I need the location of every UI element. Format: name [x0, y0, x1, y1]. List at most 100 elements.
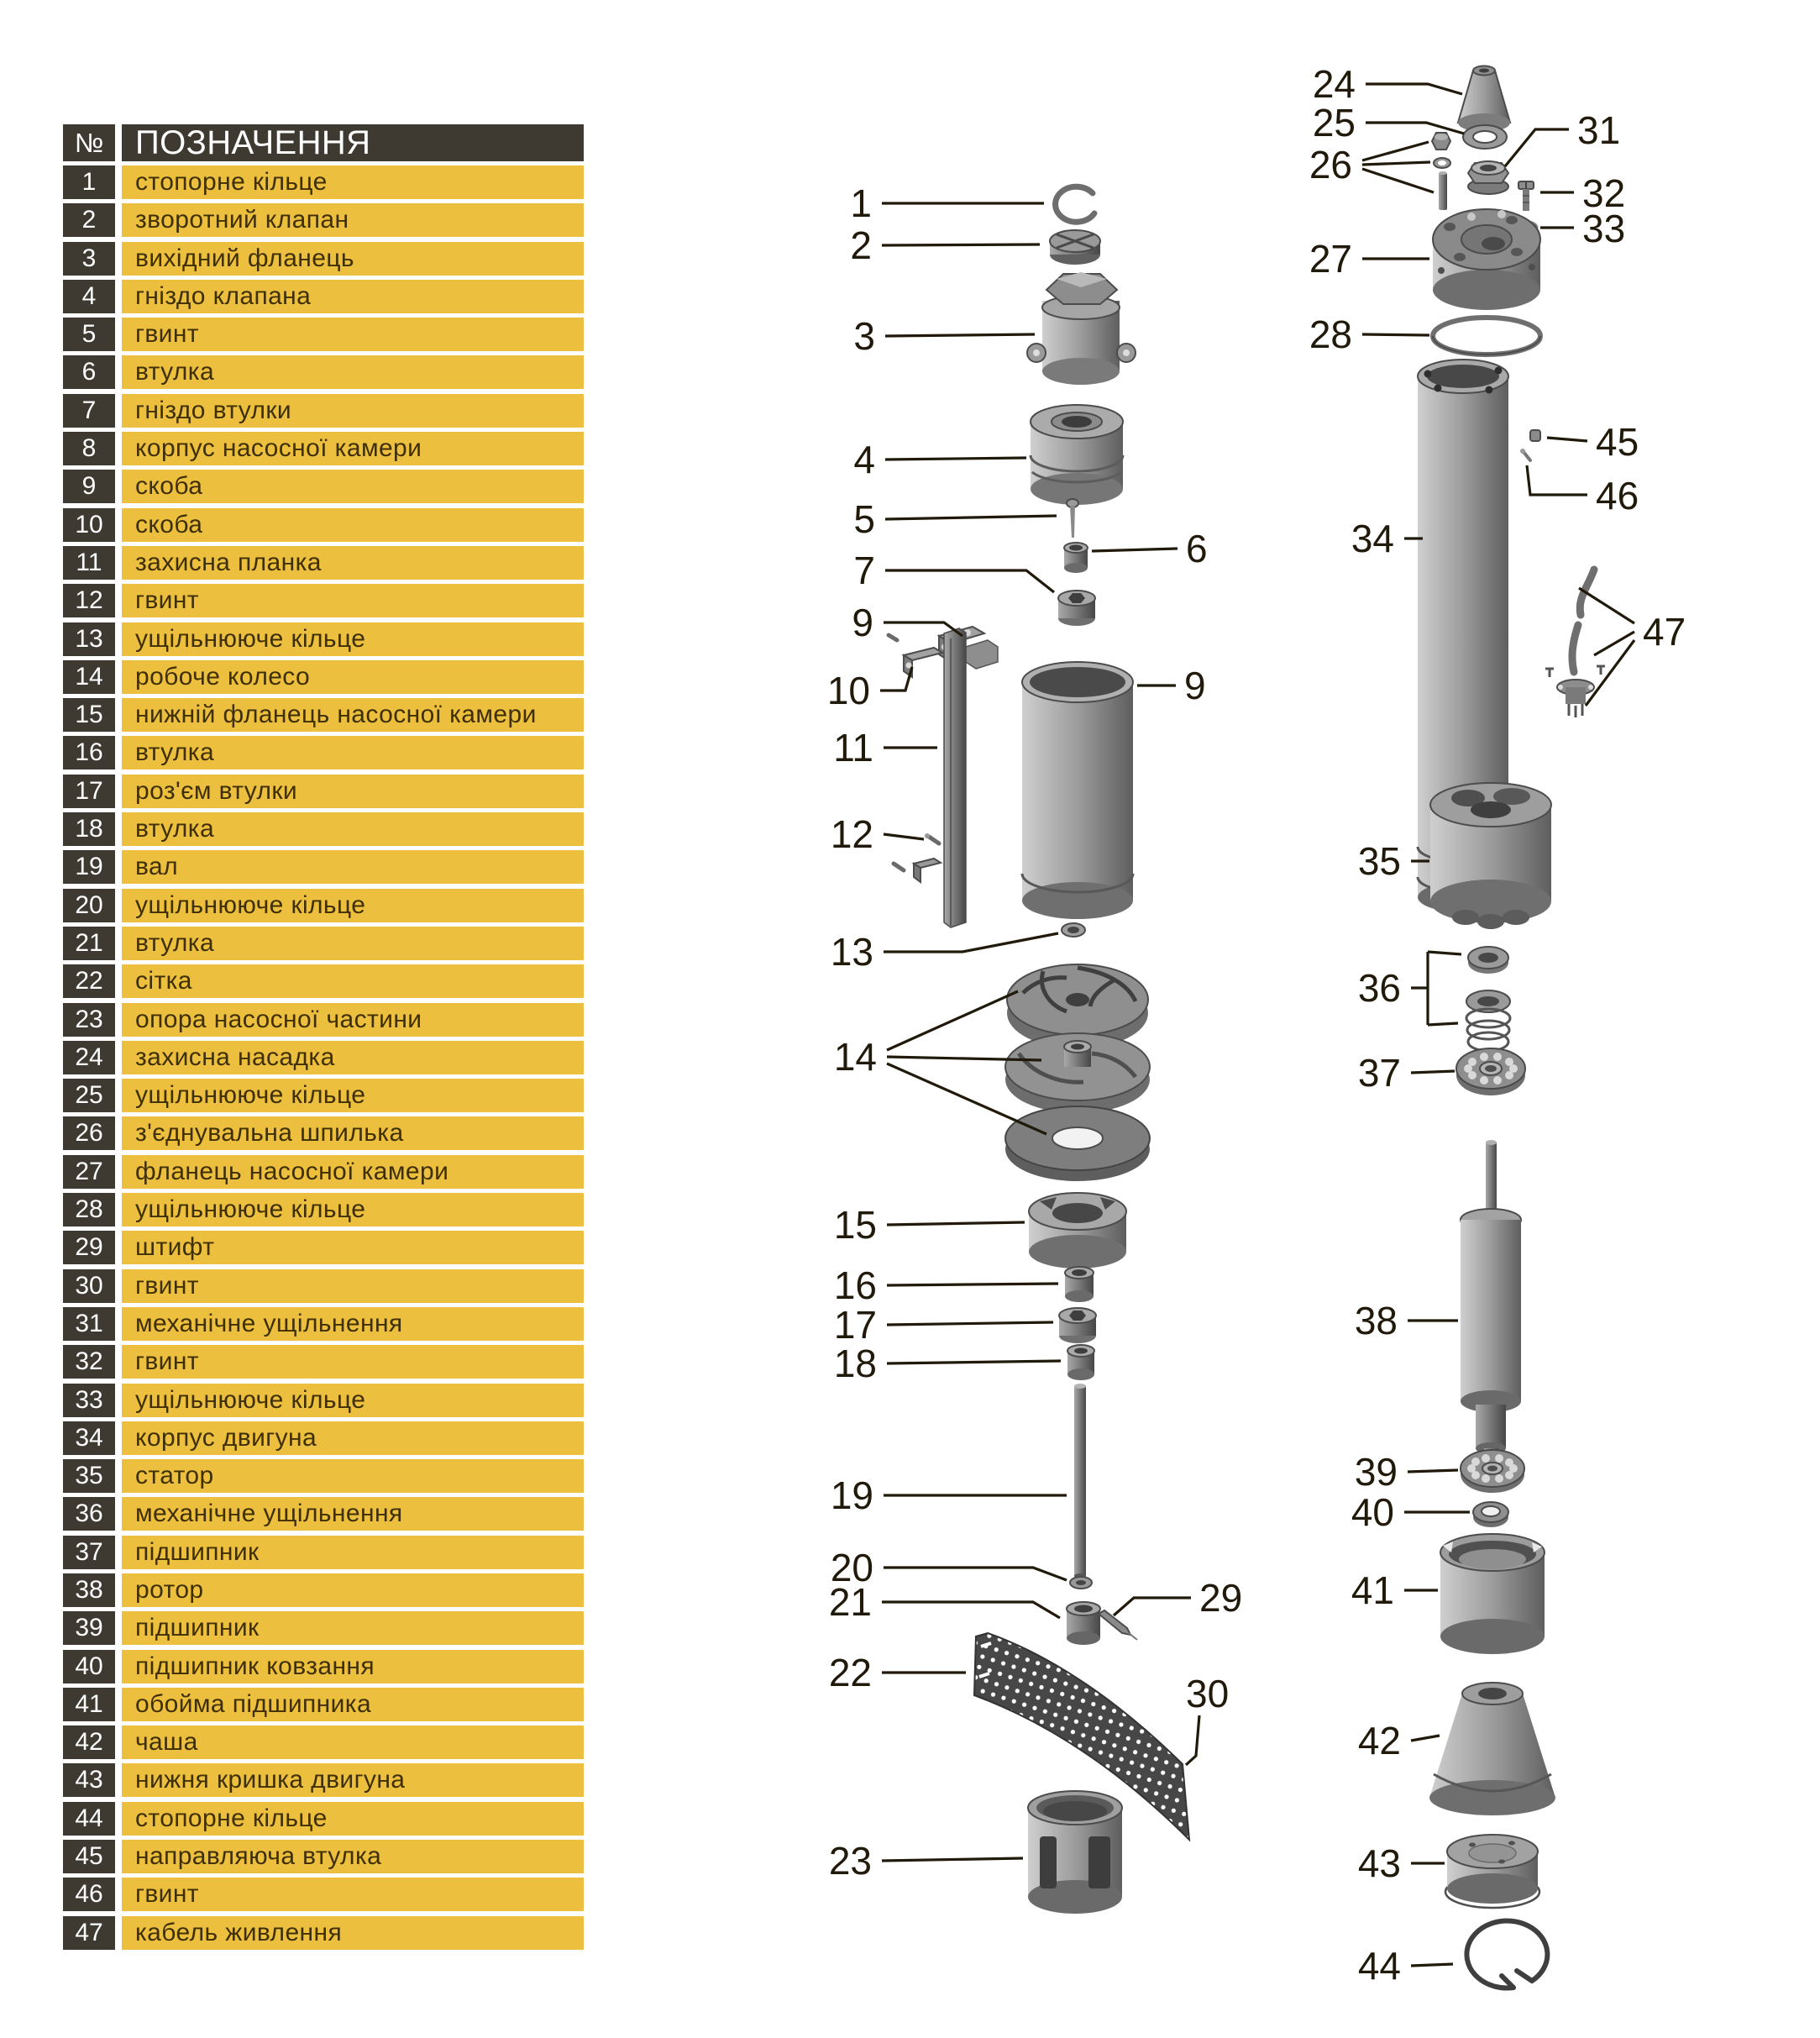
callout-label-35: 35 — [1358, 839, 1401, 883]
row-number: 40 — [63, 1649, 115, 1683]
callout-leader-47 — [1584, 639, 1636, 706]
callout-leader-29 — [1112, 1596, 1191, 1617]
part-42-cup — [1429, 1682, 1555, 1815]
callout-leader-37 — [1410, 1069, 1455, 1074]
callout-label-41: 41 — [1351, 1568, 1394, 1612]
row-part-name: фланець насосної камери — [122, 1154, 584, 1189]
callout-leader-4 — [884, 456, 1027, 461]
row-part-name: гніздо клапана — [122, 279, 584, 313]
row-part-name: з'єднувальна шпилька — [122, 1116, 584, 1151]
row-part-name: корпус двигуна — [122, 1421, 584, 1455]
row-part-name: гвинт — [122, 1268, 584, 1303]
callout-leader-14 — [886, 1062, 1047, 1136]
callout-label-42: 42 — [1358, 1719, 1401, 1762]
callout-leader-18 — [886, 1359, 1062, 1365]
part-39-bearing — [1460, 1449, 1525, 1493]
row-number: 10 — [63, 507, 115, 542]
row-part-name: зворотний клапан — [122, 203, 584, 238]
table-row: 26 з'єднувальна шпилька — [63, 1116, 585, 1151]
callout-label-18: 18 — [834, 1342, 877, 1385]
table-row: 16 втулка — [63, 736, 585, 770]
row-number: 41 — [63, 1687, 115, 1721]
row-part-name: обойма підшипника — [122, 1687, 584, 1721]
row-part-name: ущільнююче кільце — [122, 622, 584, 656]
row-number: 39 — [63, 1611, 115, 1646]
row-number: 8 — [63, 432, 115, 466]
row-part-name: втулка — [122, 926, 584, 960]
callout-label-5: 5 — [853, 497, 875, 541]
part-44-snap-ring — [1464, 1918, 1550, 1991]
table-row: 45 направляюча втулка — [63, 1840, 585, 1874]
part-36-mechanical-seal — [1465, 946, 1512, 1053]
callout-label-12: 12 — [831, 812, 873, 856]
row-number: 31 — [63, 1306, 115, 1341]
callout-leader-44 — [1410, 1962, 1454, 1967]
callout-leader-26 — [1361, 140, 1429, 162]
part-10-clamp — [901, 646, 945, 679]
callout-leader-9a — [884, 621, 963, 638]
part-23-pump-support — [1027, 1790, 1123, 1914]
part-19-shaft — [1074, 1384, 1086, 1578]
table-row: 25 ущільнююче кільце — [63, 1079, 585, 1113]
part-31-mechanical-seal-nut — [1466, 160, 1510, 195]
table-row: 34 корпус двигуна — [63, 1421, 585, 1455]
part-46-screw — [1520, 449, 1532, 462]
table-row: 3 вихідний фланець — [63, 241, 585, 276]
table-row: 33 ущільнююче кільце — [63, 1383, 585, 1417]
row-number: 16 — [63, 736, 115, 770]
table-row: 5 гвинт — [63, 318, 585, 352]
row-number: 14 — [63, 659, 115, 694]
callout-label-11: 11 — [833, 726, 873, 770]
table-row: 18 втулка — [63, 812, 585, 847]
row-part-name: скоба — [122, 470, 584, 504]
table-row: 35 статор — [63, 1459, 585, 1494]
callout-leader-30 — [1184, 1715, 1201, 1767]
row-number: 33 — [63, 1383, 115, 1417]
callout-leader-26 — [1361, 160, 1431, 166]
row-part-name: нижня кришка двигуна — [122, 1763, 584, 1798]
table-row: 27 фланець насосної камери — [63, 1154, 585, 1189]
row-number: 19 — [63, 850, 115, 885]
row-number: 36 — [63, 1497, 115, 1531]
row-part-name: механічне ущільнення — [122, 1306, 584, 1341]
row-number: 37 — [63, 1535, 115, 1569]
row-number: 22 — [63, 964, 115, 999]
row-number: 38 — [63, 1573, 115, 1607]
row-number: 45 — [63, 1840, 115, 1874]
row-part-name: втулка — [122, 355, 584, 390]
row-number: 32 — [63, 1345, 115, 1379]
table-row: 6 втулка — [63, 355, 585, 390]
table-row: 41 обойма підшипника — [63, 1687, 585, 1721]
motor-assembly — [1416, 65, 1605, 1991]
part-43-lower-motor-cover — [1444, 1834, 1541, 1909]
row-part-name: підшипник ковзання — [122, 1649, 584, 1683]
row-number: 46 — [63, 1878, 115, 1912]
table-row: 38 ротор — [63, 1573, 585, 1607]
parts-table: № ПОЗНАЧЕННЯ 1 стопорне кільце 2 зворотний … — [63, 124, 585, 1954]
row-part-name: чаша — [122, 1725, 584, 1760]
header-name-cell: ПОЗНАЧЕННЯ — [122, 124, 584, 161]
callout-label-46: 46 — [1596, 474, 1639, 517]
row-part-name: нижній фланець насосної камери — [122, 698, 584, 733]
table-row: 2 зворотний клапан — [63, 203, 585, 238]
part-27-pump-chamber-flange — [1432, 208, 1541, 310]
row-number: 27 — [63, 1154, 115, 1189]
table-row: 30 гвинт — [63, 1268, 585, 1303]
part-15-lower-flange — [1028, 1192, 1127, 1268]
table-row: 4 гніздо клапана — [63, 279, 585, 313]
row-part-name: втулка — [122, 812, 584, 847]
callout-leader-21 — [882, 1600, 1061, 1620]
table-row: 43 нижня кришка двигуна — [63, 1763, 585, 1798]
table-row: 15 нижній фланець насосної камери — [63, 698, 585, 733]
row-number: 12 — [63, 584, 115, 618]
callout-label-37: 37 — [1358, 1051, 1401, 1095]
part-21-bushing — [1066, 1601, 1101, 1645]
table-row: 21 втулка — [63, 926, 585, 960]
part-16-bushing — [1064, 1266, 1094, 1302]
callout-label-30: 30 — [1186, 1672, 1229, 1715]
table-row: 28 ущільнююче кільце — [63, 1193, 585, 1227]
table-row: 11 захисна планка — [63, 545, 585, 580]
part-8-pump-chamber-housing — [1020, 661, 1135, 919]
part-18-bushing — [1067, 1344, 1095, 1380]
part-32-screw — [1518, 181, 1534, 211]
